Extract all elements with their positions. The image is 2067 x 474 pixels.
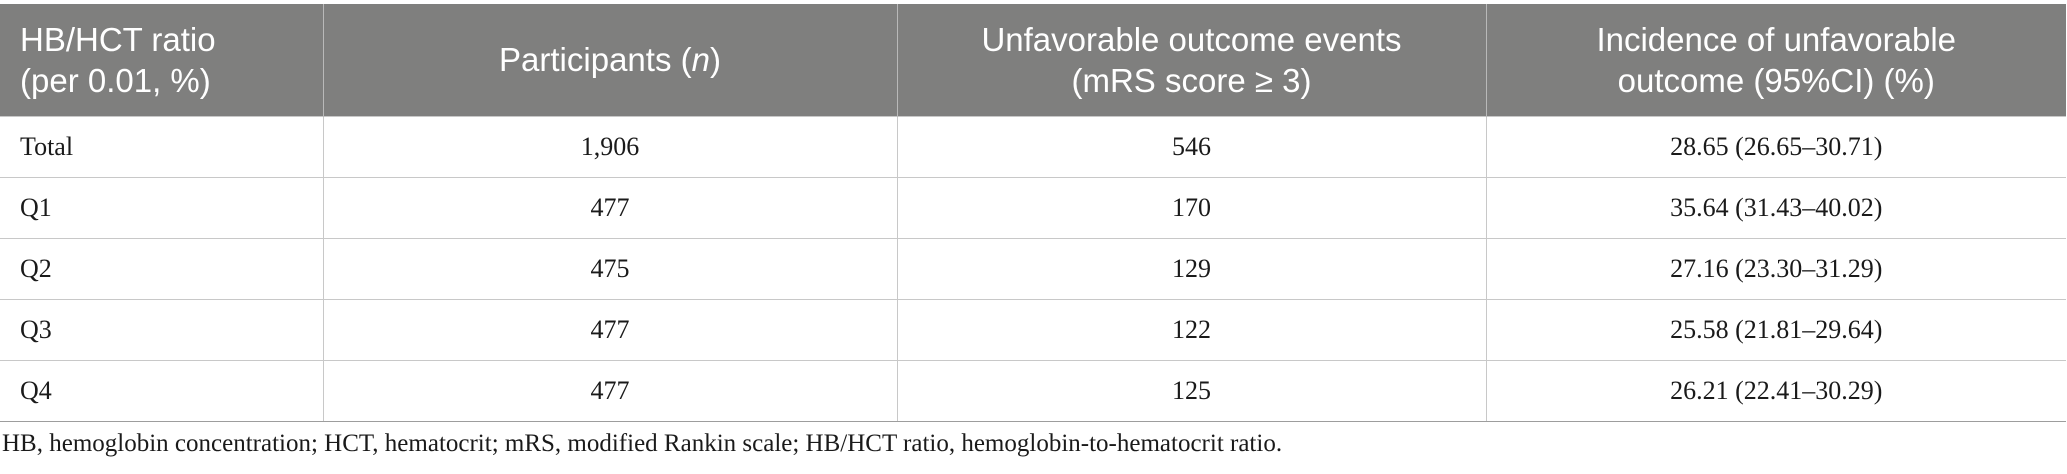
- header-participants-n: n: [691, 41, 710, 79]
- cell-group: Total: [0, 115, 323, 178]
- cell-incidence: 27.16 (23.30–31.29): [1485, 237, 2066, 300]
- header-participants-suffix: ): [709, 41, 721, 79]
- table-row: Q2 475 129 27.16 (23.30–31.29): [0, 237, 2066, 300]
- header-participants: Participants (n): [322, 4, 897, 116]
- cell-events: 129: [896, 237, 1486, 300]
- table-body: Total 1,906 546 28.65 (26.65–30.71) Q1 4…: [0, 115, 2066, 422]
- cell-incidence: 35.64 (31.43–40.02): [1485, 176, 2066, 239]
- header-hb-hct-ratio-line1: HB/HCT ratio: [20, 20, 216, 58]
- cell-events: 546: [896, 115, 1486, 178]
- table-row: Q4 477 125 26.21 (22.41–30.29): [0, 359, 2066, 422]
- cell-events: 125: [896, 359, 1486, 422]
- table-row: Q1 477 170 35.64 (31.43–40.02): [0, 176, 2066, 239]
- cell-group: Q3: [0, 298, 323, 361]
- cell-participants: 477: [322, 298, 897, 361]
- table-header: HB/HCT ratio (per 0.01, %) Participants …: [0, 4, 2066, 116]
- header-hb-hct-ratio-line2: (per 0.01, %): [20, 61, 211, 99]
- cell-incidence: 25.58 (21.81–29.64): [1485, 298, 2066, 361]
- table-row: Total 1,906 546 28.65 (26.65–30.71): [0, 115, 2066, 178]
- header-row: HB/HCT ratio (per 0.01, %) Participants …: [0, 4, 2066, 116]
- header-unfavorable-events: Unfavorable outcome events (mRS score ≥ …: [896, 4, 1486, 116]
- cell-group: Q2: [0, 237, 323, 300]
- table-footnote: HB, hemoglobin concentration; HCT, hemat…: [2, 430, 1283, 457]
- header-unfavorable-events-line1: Unfavorable outcome events: [981, 20, 1402, 58]
- header-incidence: Incidence of unfavorable outcome (95%CI)…: [1485, 4, 2066, 116]
- cell-incidence: 28.65 (26.65–30.71): [1485, 115, 2066, 178]
- table-row: Q3 477 122 25.58 (21.81–29.64): [0, 298, 2066, 361]
- cell-group: Q4: [0, 359, 323, 422]
- cell-incidence: 26.21 (22.41–30.29): [1485, 359, 2066, 422]
- header-incidence-line2: outcome (95%CI) (%): [1617, 61, 1935, 99]
- header-hb-hct-ratio: HB/HCT ratio (per 0.01, %): [0, 4, 323, 116]
- cell-group: Q1: [0, 176, 323, 239]
- cell-participants: 475: [322, 237, 897, 300]
- cell-participants: 477: [322, 359, 897, 422]
- cell-participants: 1,906: [322, 115, 897, 178]
- header-unfavorable-events-line2: (mRS score ≥ 3): [1071, 61, 1312, 99]
- cell-events: 170: [896, 176, 1486, 239]
- header-incidence-line1: Incidence of unfavorable: [1596, 20, 1957, 58]
- cell-events: 122: [896, 298, 1486, 361]
- header-participants-prefix: Participants (: [499, 41, 692, 79]
- cell-participants: 477: [322, 176, 897, 239]
- results-table: HB/HCT ratio (per 0.01, %) Participants …: [0, 4, 2066, 422]
